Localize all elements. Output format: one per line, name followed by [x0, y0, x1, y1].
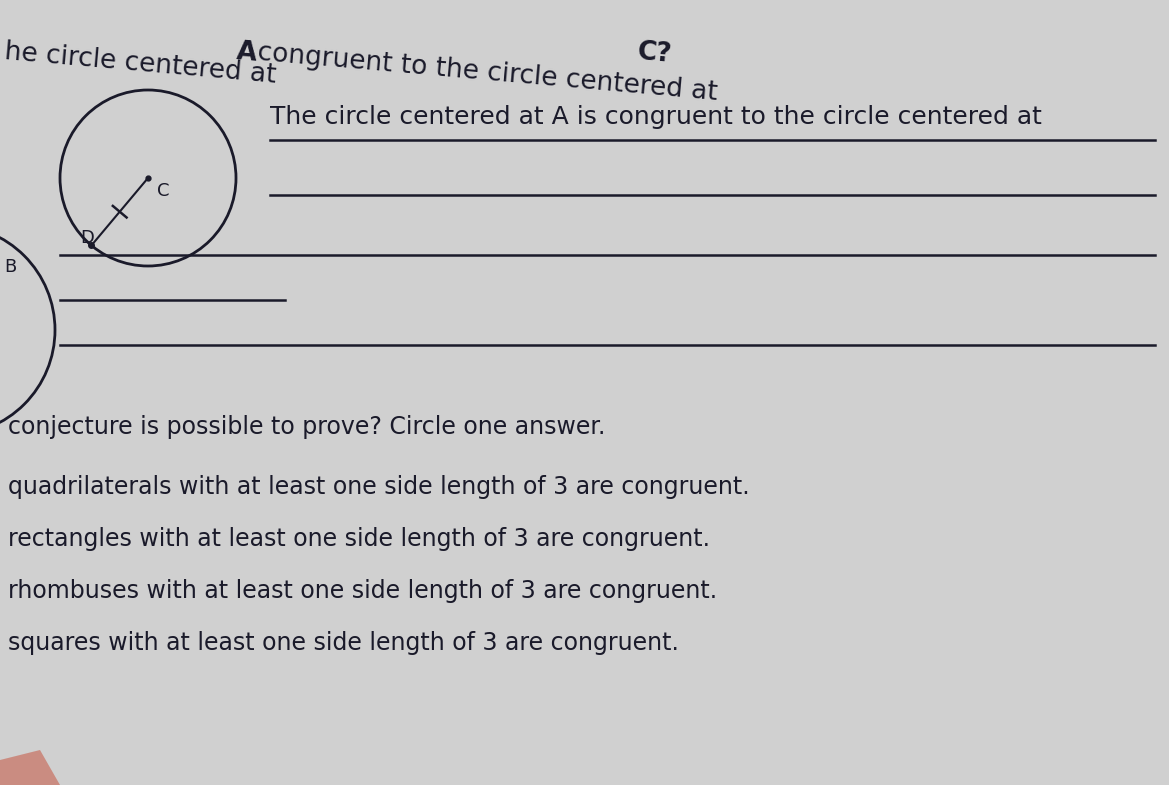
- Text: rectangles with at least one side length of 3 are congruent.: rectangles with at least one side length…: [8, 527, 710, 551]
- Polygon shape: [0, 750, 60, 785]
- Text: A: A: [235, 39, 257, 67]
- Text: C: C: [157, 182, 170, 200]
- Text: B: B: [4, 258, 16, 276]
- Text: conjecture is possible to prove? Circle one answer.: conjecture is possible to prove? Circle …: [8, 415, 606, 439]
- Text: rhombuses with at least one side length of 3 are congruent.: rhombuses with at least one side length …: [8, 579, 717, 603]
- Text: congruent to the circle centered at: congruent to the circle centered at: [248, 39, 727, 107]
- Text: quadrilaterals with at least one side length of 3 are congruent.: quadrilaterals with at least one side le…: [8, 475, 749, 499]
- Text: The circle centered at A is congruent to the circle centered at: The circle centered at A is congruent to…: [270, 105, 1042, 129]
- Text: D: D: [81, 229, 95, 247]
- Text: squares with at least one side length of 3 are congruent.: squares with at least one side length of…: [8, 631, 679, 655]
- Text: C?: C?: [636, 39, 673, 68]
- Text: he circle centered at: he circle centered at: [4, 39, 286, 89]
